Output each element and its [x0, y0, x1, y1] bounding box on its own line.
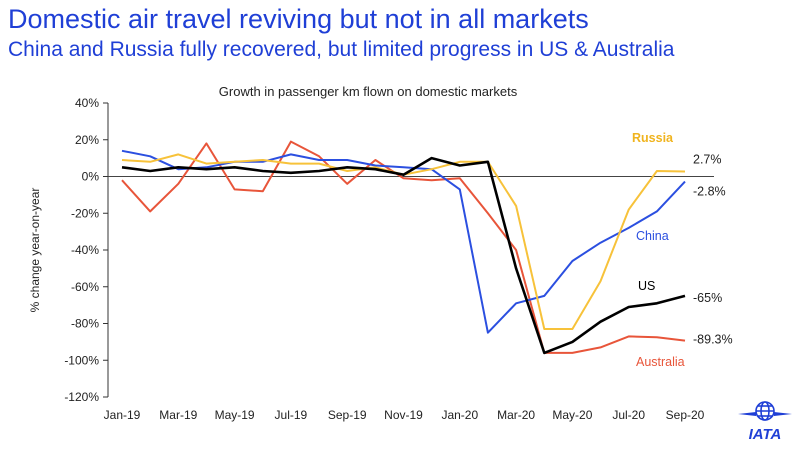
end-value-australia: -89.3%: [693, 333, 733, 347]
x-tick-label: Nov-19: [384, 408, 423, 422]
y-tick-label: -100%: [64, 353, 99, 367]
series-line-china: [121, 149, 686, 334]
series-labels: Australia -89.3% China -2.8% Russia 2.7% US -65…: [632, 131, 733, 369]
page-title: Domestic air travel reviving but not in …: [8, 4, 589, 34]
y-tick-label: -80%: [71, 317, 99, 331]
x-tick-label: Jan-19: [104, 408, 141, 422]
chart-title: Growth in passenger km flown on domestic…: [219, 84, 518, 99]
y-tick-label: -20%: [71, 206, 99, 220]
iata-logo: IATA: [734, 398, 796, 444]
y-tick-label: 20%: [75, 133, 99, 147]
end-value-china: -2.8%: [693, 185, 726, 199]
end-value-us: -65%: [693, 291, 722, 305]
logo-text: IATA: [749, 426, 782, 443]
series-name-russia: Russia: [632, 131, 674, 145]
x-tick-label: Jan-20: [441, 408, 478, 422]
globe-plane-icon: IATA: [738, 401, 792, 443]
series-line-australia: [121, 140, 686, 354]
x-tick-label: Mar-20: [497, 408, 535, 422]
page-subtitle: China and Russia fully recovered, but li…: [8, 38, 675, 61]
x-tick-label: Sep-19: [328, 408, 367, 422]
y-tick-label: 0%: [82, 170, 100, 184]
y-tick-label: -40%: [71, 243, 99, 257]
y-tick-label: -60%: [71, 280, 99, 294]
series-name-china: China: [636, 229, 669, 243]
axes: 40% 20% 0% -20% -40% -60% -80% -100% -120% Jan-19…: [28, 96, 714, 422]
x-tick-label: Jul-20: [612, 408, 645, 422]
x-tick-label: May-19: [215, 408, 255, 422]
x-tick-label: May-20: [552, 408, 592, 422]
y-tick-label: 40%: [75, 96, 99, 110]
x-tick-label: Jul-19: [275, 408, 308, 422]
end-value-russia: 2.7%: [693, 153, 722, 167]
series-lines: [121, 140, 686, 355]
series-name-australia: Australia: [636, 355, 685, 369]
x-tick-label: Sep-20: [666, 408, 705, 422]
x-tick-label: Mar-19: [159, 408, 197, 422]
series-line-us: [121, 156, 686, 355]
y-axis-label: % change year-on-year: [28, 188, 42, 313]
series-name-us: US: [638, 279, 655, 293]
y-tick-label: -120%: [64, 390, 99, 404]
